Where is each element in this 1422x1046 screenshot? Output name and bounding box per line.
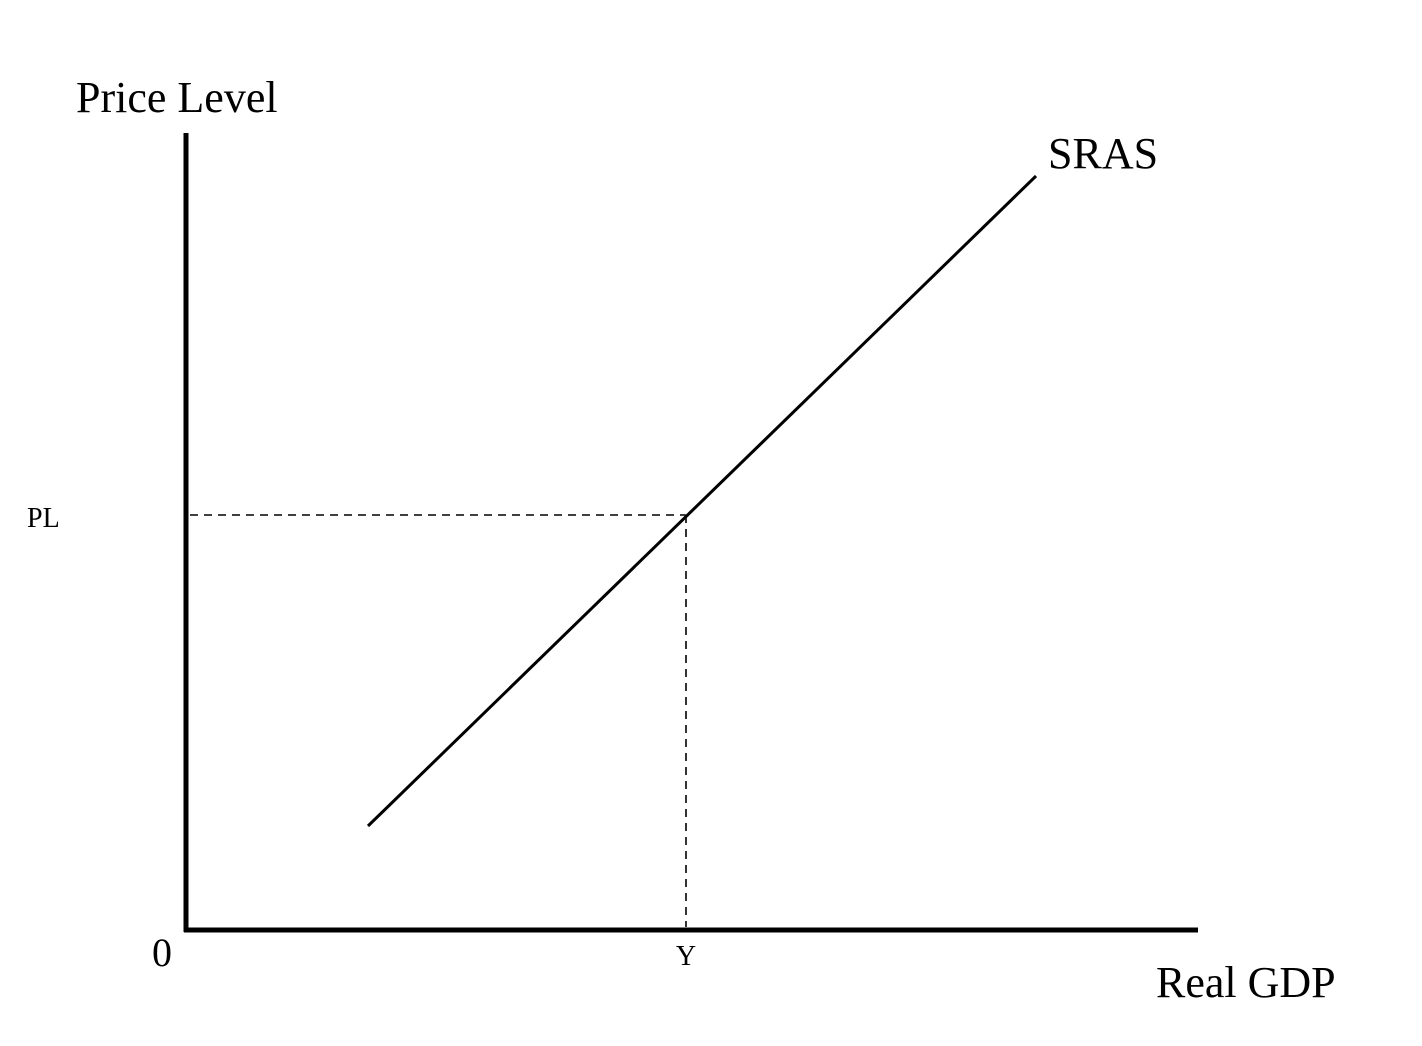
sras-curve-label: SRAS	[1048, 129, 1158, 178]
x-axis-label: Real GDP	[1156, 958, 1336, 1007]
output-marker-label: Y	[676, 941, 696, 972]
origin-label: 0	[152, 930, 172, 975]
y-axis-label: Price Level	[76, 73, 278, 122]
sras-curve	[366, 174, 1038, 828]
price-level-marker-label: PL	[27, 503, 60, 534]
